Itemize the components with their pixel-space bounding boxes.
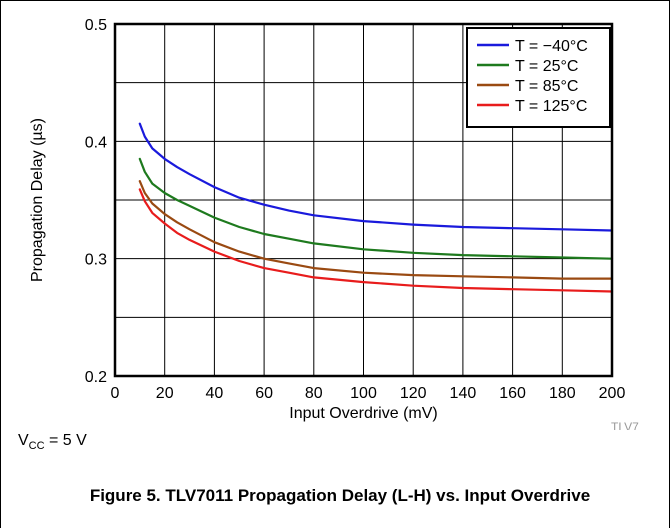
series-line-1 <box>138 157 614 260</box>
supply-condition: VCC = 5 V <box>18 432 87 452</box>
y-tick-label: 0.2 <box>85 369 107 386</box>
x-tick-label: 140 <box>450 385 477 402</box>
legend-label: T = 125°C <box>515 98 587 115</box>
legend: T = −40°C T = 25°C T = 85°C T = 125°C <box>466 27 611 128</box>
x-tick-label: 200 <box>599 385 626 402</box>
x-tick-label: 80 <box>305 385 323 402</box>
y-tick-label: 0.4 <box>85 134 107 151</box>
condition-value: = 5 V <box>44 432 87 449</box>
x-tick-label: 100 <box>350 385 377 402</box>
x-tick-label: 0 <box>111 385 120 402</box>
series-lines <box>138 122 614 293</box>
plot-border <box>113 22 614 378</box>
figure-id: TLV7 <box>611 420 639 430</box>
x-tick-label: 40 <box>206 385 224 402</box>
condition-subscript: CC <box>28 440 45 453</box>
chart: 0 20 40 60 80 100 120 140 160 180 2000.20.30.40.5 … <box>29 17 639 430</box>
x-tick-label: 180 <box>549 385 576 402</box>
series-line-0 <box>138 122 614 232</box>
condition-prefix: V <box>18 432 29 449</box>
x-axis-label: Input Overdrive (mV) <box>289 405 437 422</box>
y-tick-label: 0.5 <box>85 17 107 34</box>
x-tick-label: 160 <box>499 385 526 402</box>
legend-label: T = −40°C <box>515 38 588 55</box>
x-tick-label: 120 <box>400 385 427 402</box>
y-tick-label: 0.3 <box>85 252 107 269</box>
x-tick-label: 60 <box>255 385 273 402</box>
x-tick-label: 20 <box>156 385 174 402</box>
series-line-3 <box>138 188 614 293</box>
legend-label: T = 25°C <box>515 58 578 75</box>
tick-labels: 0 20 40 60 80 100 120 140 160 180 200 0.2 0.3 0.4 0.5 <box>85 17 626 402</box>
y-axis-label: Propagation Delay (µs) <box>29 118 46 282</box>
legend-label: T = 85°C <box>515 78 578 95</box>
series-line-2 <box>138 180 614 280</box>
figure-caption: Figure 5. TLV7011 Propagation Delay (L-H… <box>89 486 591 505</box>
